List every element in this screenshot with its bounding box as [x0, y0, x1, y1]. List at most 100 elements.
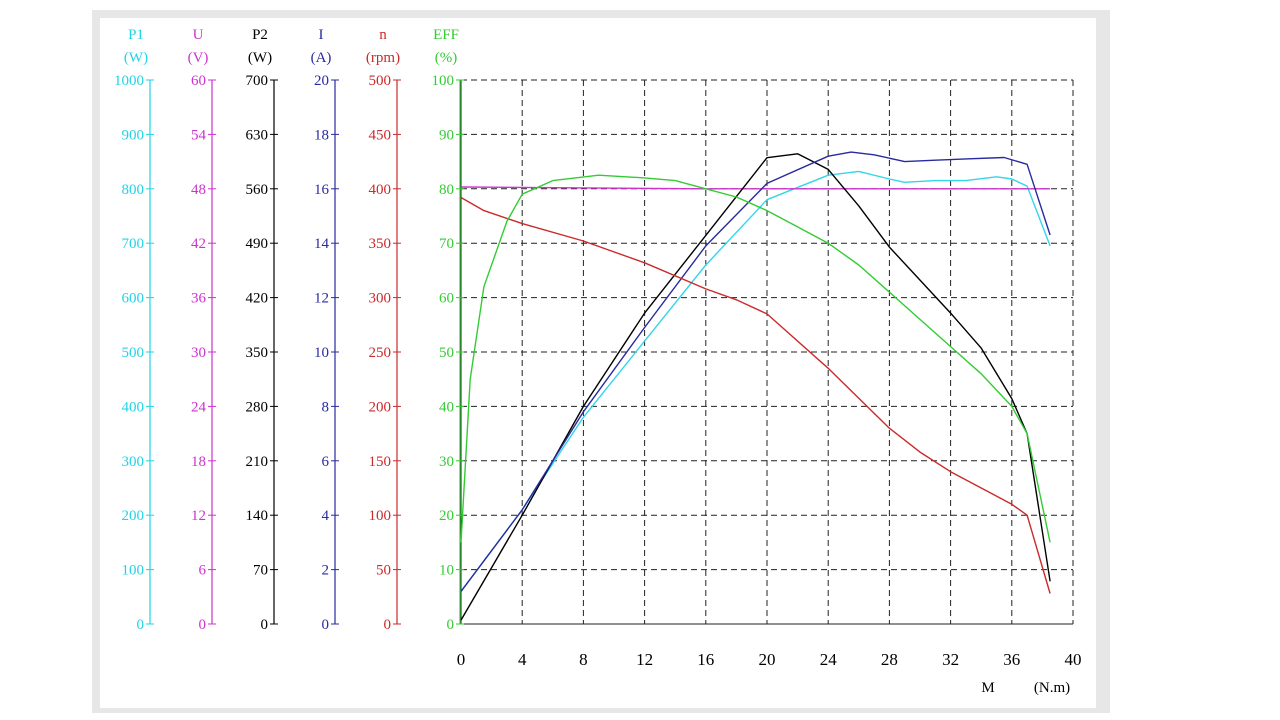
- y-tick-label: 0: [447, 617, 455, 633]
- y-axis-unit: (W): [248, 50, 272, 66]
- x-tick-label: 24: [820, 650, 838, 669]
- y-tick-label: 0: [199, 617, 207, 633]
- y-axis-title: P2: [252, 27, 268, 43]
- y-tick-label: 500: [369, 73, 392, 89]
- y-axis-title: U: [193, 27, 204, 43]
- y-axis-title: EFF: [433, 27, 459, 43]
- y-tick-label: 20: [439, 508, 454, 524]
- y-tick-label: 6: [199, 563, 207, 579]
- y-axis-i: I (A) 0 2 4 6 8 10 12 14 16 18 20: [311, 27, 339, 633]
- x-tick-label: 16: [697, 650, 714, 669]
- y-tick-label: 10: [314, 345, 329, 361]
- y-tick-label: 600: [122, 291, 145, 307]
- x-tick-label: 36: [1003, 650, 1020, 669]
- y-axis-title: I: [319, 27, 324, 43]
- y-tick-label: 150: [369, 454, 392, 470]
- y-tick-label: 30: [439, 454, 454, 470]
- y-tick-label: 42: [191, 236, 206, 252]
- x-tick-label: 20: [759, 650, 776, 669]
- y-tick-label: 18: [191, 454, 206, 470]
- series-lines: [460, 151, 1051, 621]
- y-tick-label: 500: [122, 345, 145, 361]
- y-tick-label: 100: [369, 508, 392, 524]
- y-tick-label: 12: [191, 508, 206, 524]
- y-axis-unit: (W): [124, 50, 148, 66]
- y-tick-label: 140: [246, 508, 269, 524]
- x-tick-label: 40: [1065, 650, 1082, 669]
- y-tick-label: 490: [246, 236, 269, 252]
- series-line-u: [460, 186, 1051, 190]
- x-axis: 0 4 8 12 16 20 24 28 32 36 40 M (N.m): [457, 650, 1082, 696]
- y-tick-label: 0: [384, 617, 392, 633]
- y-tick-label: 700: [246, 73, 269, 89]
- y-tick-label: 20: [314, 73, 329, 89]
- y-axis-title: n: [379, 27, 387, 43]
- y-tick-label: 30: [191, 345, 206, 361]
- y-tick-label: 90: [439, 127, 454, 143]
- y-tick-label: 48: [191, 182, 206, 198]
- y-tick-label: 420: [246, 291, 269, 307]
- x-tick-label: 0: [457, 650, 466, 669]
- y-tick-label: 350: [369, 236, 392, 252]
- y-tick-label: 6: [322, 454, 330, 470]
- y-axis-p1: P1 (W) 0 100 200 300 400 500 600 700 800 900 1000: [114, 27, 154, 633]
- y-axis-unit: (V): [188, 50, 209, 66]
- y-tick-label: 900: [122, 127, 145, 143]
- y-axis-u: U (V) 0 6 12 18 24 30 36 42 48 54 60: [188, 27, 216, 633]
- y-tick-label: 0: [322, 617, 330, 633]
- y-tick-label: 60: [439, 291, 454, 307]
- y-tick-label: 560: [246, 182, 269, 198]
- y-tick-label: 36: [191, 291, 207, 307]
- y-tick-label: 400: [122, 399, 145, 415]
- series-line-p2: [460, 153, 1051, 621]
- y-tick-label: 16: [314, 182, 330, 198]
- y-tick-label: 70: [253, 563, 268, 579]
- y-tick-label: 450: [369, 127, 392, 143]
- x-tick-label: 32: [942, 650, 959, 669]
- y-tick-label: 100: [122, 563, 145, 579]
- y-tick-label: 24: [191, 399, 207, 415]
- y-axis-unit: (%): [435, 50, 458, 66]
- y-tick-label: 2: [322, 563, 330, 579]
- y-tick-label: 210: [246, 454, 269, 470]
- chart-panel: [100, 18, 1096, 708]
- y-tick-label: 800: [122, 182, 145, 198]
- x-tick-label: 8: [579, 650, 588, 669]
- y-tick-label: 0: [137, 617, 145, 633]
- y-tick-label: 400: [369, 182, 392, 198]
- y-tick-label: 80: [439, 182, 454, 198]
- grid: [460, 79, 1074, 625]
- y-tick-label: 0: [261, 617, 269, 633]
- y-tick-label: 700: [122, 236, 145, 252]
- y-axis-n: n (rpm) 0 50 100 150 200 250 300 350 400 450 500: [366, 27, 401, 633]
- y-tick-label: 4: [322, 508, 330, 524]
- y-tick-label: 8: [322, 399, 330, 415]
- y-tick-label: 280: [246, 399, 269, 415]
- series-line-i: [460, 151, 1051, 592]
- x-axis-unit: (N.m): [1034, 680, 1070, 696]
- x-axis-title: M: [981, 680, 994, 696]
- y-axis-unit: (A): [311, 50, 332, 66]
- y-tick-label: 100: [432, 73, 455, 89]
- y-tick-label: 300: [369, 291, 392, 307]
- series-line-n: [460, 196, 1051, 594]
- y-tick-label: 70: [439, 236, 454, 252]
- y-tick-label: 54: [191, 127, 207, 143]
- y-tick-label: 40: [439, 399, 454, 415]
- y-tick-label: 300: [122, 454, 145, 470]
- x-tick-label: 4: [518, 650, 527, 669]
- y-tick-label: 350: [246, 345, 269, 361]
- x-tick-label: 28: [881, 650, 898, 669]
- y-tick-label: 50: [439, 345, 454, 361]
- x-tick-label: 12: [636, 650, 653, 669]
- y-tick-label: 250: [369, 345, 392, 361]
- y-axis-title: P1: [128, 27, 144, 43]
- y-tick-label: 630: [246, 127, 269, 143]
- y-tick-label: 14: [314, 236, 330, 252]
- y-tick-label: 200: [122, 508, 145, 524]
- y-axis-eff: EFF (%) 0 10 20 30 40 50 60 70 80 90 100: [432, 27, 464, 633]
- y-tick-label: 1000: [114, 73, 144, 89]
- y-tick-label: 200: [369, 399, 392, 415]
- y-axis-p2: P2 (W) 0 70 140 210 280 350 420 490 560 630 700: [246, 27, 278, 633]
